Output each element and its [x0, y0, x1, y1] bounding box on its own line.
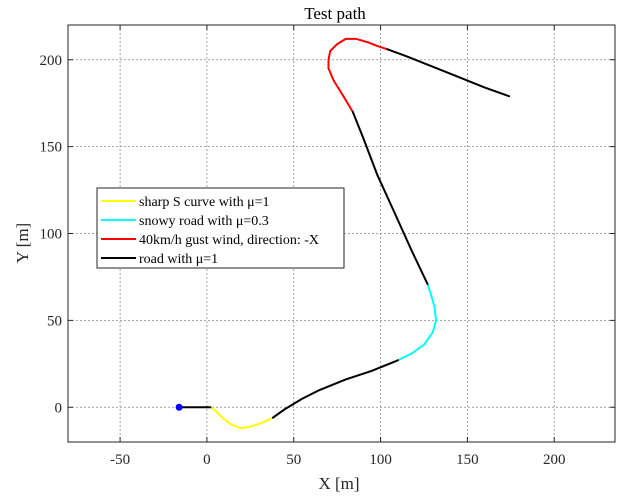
legend-entry: sharp S curve with μ=1 [139, 195, 270, 210]
y-axis-label: Y [m] [13, 223, 32, 263]
series-line-1 [396, 282, 438, 362]
start-point-marker [175, 403, 183, 411]
legend-entry: road with μ=1 [139, 252, 218, 267]
legend-entry: 40km/h gust wind, direction: -X [139, 233, 319, 248]
series-line-3 [386, 48, 511, 98]
y-tick-label: 150 [40, 140, 63, 156]
y-tick-label: 0 [55, 400, 63, 416]
plot-lines [175, 37, 511, 430]
x-axis-label: X [m] [318, 474, 359, 493]
series-line-3 [351, 110, 429, 285]
legend-entry: snowy road with μ=0.3 [139, 214, 269, 229]
legend: sharp S curve with μ=1 snowy road with μ=… [96, 187, 345, 269]
x-tick-label: 150 [456, 452, 479, 468]
chart-title: Test path [304, 4, 366, 23]
x-tick-label: 0 [203, 452, 211, 468]
axis-ticks: -50 0 50 100 150 200 0 50 100 150 200 [40, 25, 615, 468]
y-tick-label: 200 [40, 53, 63, 69]
x-tick-label: 50 [286, 452, 301, 468]
x-tick-label: 100 [369, 452, 392, 468]
y-tick-label: 100 [40, 227, 63, 243]
series-line-2 [327, 37, 389, 113]
x-tick-label: -50 [110, 452, 130, 468]
series-line-0 [209, 406, 274, 430]
legend-box [96, 187, 345, 269]
x-tick-label: 200 [543, 452, 566, 468]
y-tick-label: 50 [47, 313, 62, 329]
series-line-3 [271, 359, 399, 419]
